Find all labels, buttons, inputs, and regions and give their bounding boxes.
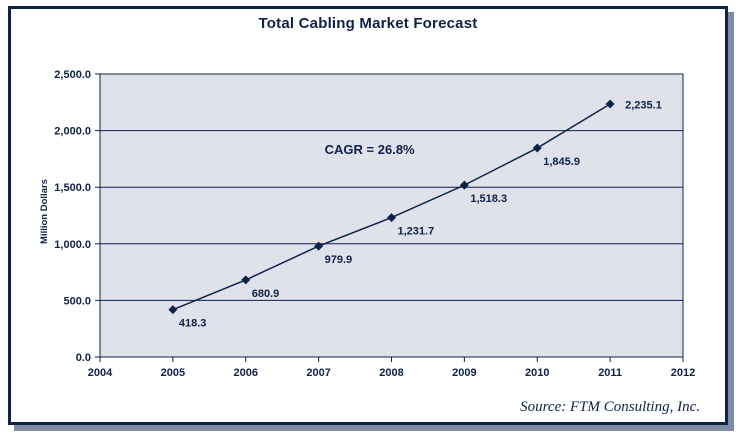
data-point-label: 1,231.7 bbox=[398, 226, 435, 238]
chart-frame: Total Cabling Market Forecast 0.0 500.0 1,… bbox=[8, 6, 728, 425]
y-tick-label: 0.0 bbox=[76, 352, 91, 364]
x-tick-label: 2004 bbox=[88, 367, 113, 379]
data-point-marker bbox=[168, 305, 178, 315]
data-point-marker bbox=[314, 241, 324, 251]
chart-canvas: 0.0 500.0 1,000.0 1,500.0 2,000.0 2,500.0 2004… bbox=[39, 69, 695, 379]
data-point-label: 2,235.1 bbox=[625, 99, 662, 111]
x-tick-label: 2006 bbox=[234, 367, 258, 379]
x-tick-label: 2005 bbox=[161, 367, 185, 379]
data-point-marker bbox=[532, 143, 542, 153]
y-tick-label: 1,500.0 bbox=[54, 182, 91, 194]
data-point-label: 1,518.3 bbox=[470, 193, 507, 205]
source-citation: Source: FTM Consulting, Inc. bbox=[520, 399, 700, 415]
y-tick-label: 1,000.0 bbox=[54, 239, 91, 251]
chart-title: Total Cabling Market Forecast bbox=[258, 15, 478, 32]
x-tick-label: 2011 bbox=[598, 367, 622, 379]
x-tick-label: 2012 bbox=[671, 367, 695, 379]
y-tick-label: 2,500.0 bbox=[54, 69, 91, 81]
y-tick-label: 500.0 bbox=[63, 295, 91, 307]
data-point-label: 680.9 bbox=[252, 288, 280, 300]
x-tick-label: 2008 bbox=[379, 367, 403, 379]
y-tick-label: 2,000.0 bbox=[54, 126, 91, 138]
data-point-label: 1,845.9 bbox=[543, 156, 580, 168]
x-tick-label: 2010 bbox=[525, 367, 549, 379]
data-point-label: 979.9 bbox=[325, 254, 353, 266]
data-point-label: 418.3 bbox=[179, 318, 207, 330]
cagr-annotation: CAGR = 26.8% bbox=[325, 142, 415, 157]
x-tick-label: 2007 bbox=[306, 367, 330, 379]
data-point-marker bbox=[459, 180, 469, 190]
data-point-marker bbox=[387, 213, 396, 223]
x-tick-label: 2009 bbox=[452, 367, 476, 379]
y-axis-title: Million Dollars bbox=[39, 179, 50, 244]
data-point-marker bbox=[241, 275, 251, 285]
data-point-marker bbox=[605, 99, 615, 109]
